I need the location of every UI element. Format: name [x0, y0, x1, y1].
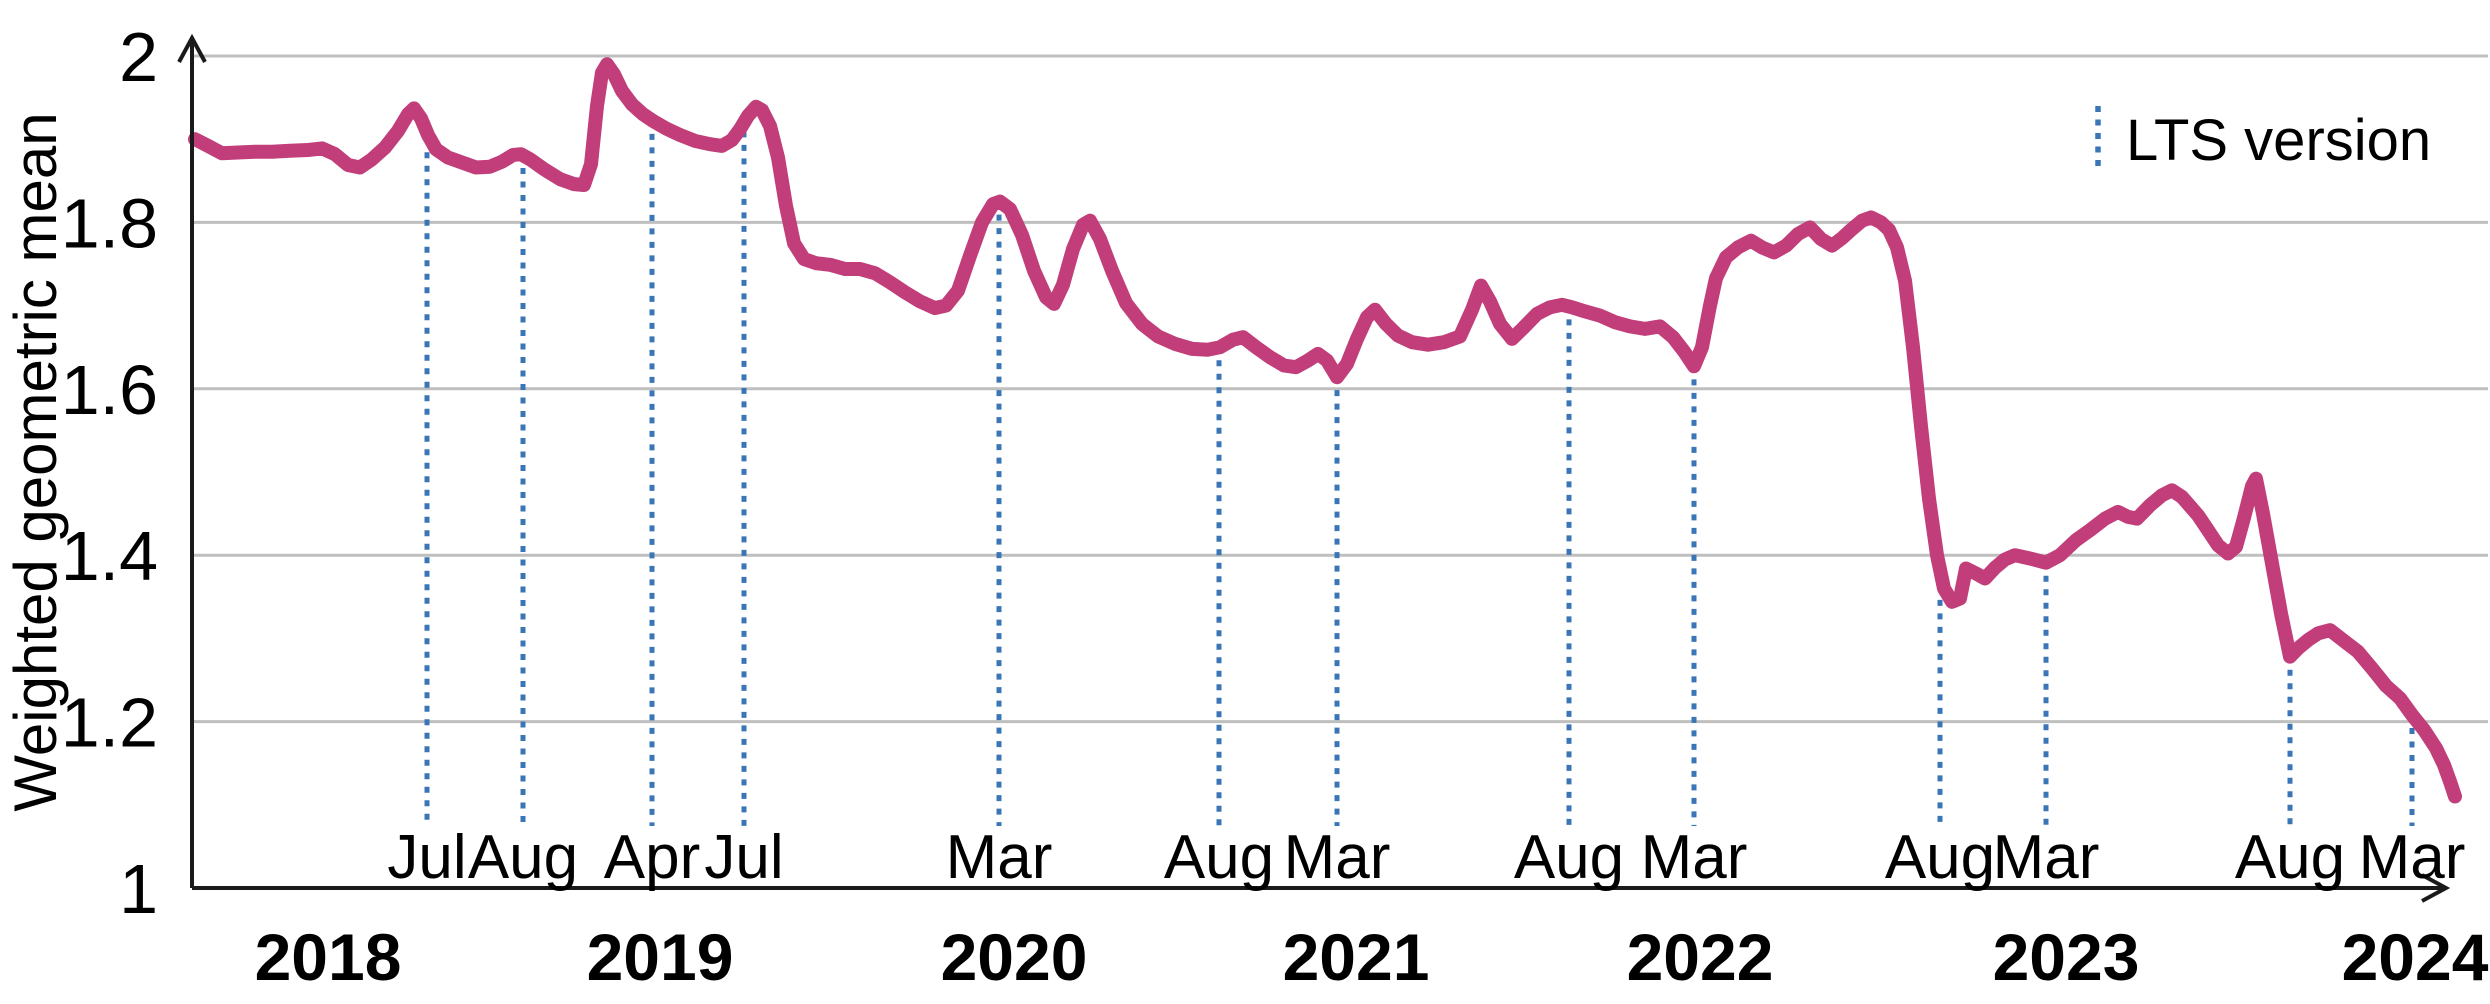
- lts-month-label: Mar: [1641, 823, 1748, 892]
- labels-group: 21.81.61.41.21 Jul Aug Apr Jul Mar Aug Mar Aug Ma…: [61, 18, 2489, 994]
- y-tick-label: 1: [119, 850, 158, 928]
- year-label: 2023: [1993, 920, 2140, 994]
- lts-month-label: Mar: [1284, 823, 1391, 892]
- series-line: [188, 57, 2462, 804]
- lts-month-label: Aug: [1885, 823, 1995, 892]
- lts-month-label: Aug: [1514, 823, 1624, 892]
- legend: LTS version: [2095, 106, 2431, 173]
- lts-month-label: Jul: [387, 823, 466, 892]
- axes-group: [177, 33, 2451, 903]
- year-label: 2019: [587, 920, 734, 994]
- lts-month-label: Mar: [2359, 823, 2466, 892]
- y-tick-label: 2: [119, 18, 158, 96]
- gridlines-group: [192, 54, 2488, 724]
- year-label: 2022: [1627, 920, 1774, 994]
- year-label: 2021: [1283, 920, 1430, 994]
- series-group: [188, 57, 2462, 804]
- y-tick-label: 1.6: [61, 351, 158, 429]
- y-axis-title: Weighted geometric mean: [2, 112, 69, 811]
- lts-month-label: Aug: [1164, 823, 1274, 892]
- lts-month-label: Mar: [1993, 823, 2100, 892]
- year-label: 2020: [941, 920, 1088, 994]
- year-label: 2024: [2342, 920, 2489, 994]
- lts-month-label: Aug: [468, 823, 578, 892]
- y-tick-label: 1.8: [61, 184, 158, 262]
- year-label: 2018: [255, 920, 402, 994]
- x-axis-arrow-icon: [2421, 873, 2451, 903]
- lts-month-label: Apr: [604, 823, 700, 892]
- y-tick-label: 1.4: [61, 517, 158, 595]
- y-axis-arrow-icon: [177, 33, 207, 63]
- lts-month-label: Aug: [2235, 823, 2345, 892]
- lts-markers-group: [424, 131, 2415, 826]
- legend-label: LTS version: [2126, 108, 2431, 173]
- lts-month-label: Mar: [946, 823, 1053, 892]
- lts-month-label: Jul: [704, 823, 783, 892]
- y-tick-label: 1.2: [61, 684, 158, 762]
